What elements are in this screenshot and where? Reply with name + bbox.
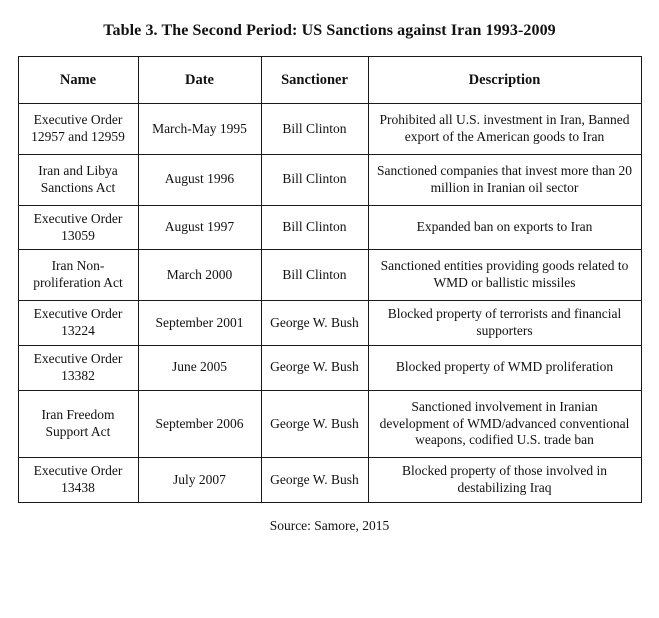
cell-description: Expanded ban on exports to Iran: [367, 204, 642, 251]
cell-sanctioner: Bill Clinton: [260, 153, 369, 206]
cell-description: Blocked property of terrorists and finan…: [367, 300, 642, 346]
table-row: Executive Order 13382 June 2005 George W…: [17, 344, 642, 391]
cell-description: Blocked property of WMD proliferation: [367, 344, 642, 391]
header-sanctioner: Sanctioner: [260, 55, 369, 105]
cell-date: September 2001: [137, 300, 262, 346]
cell-sanctioner: George W. Bush: [260, 344, 369, 391]
cell-date: March 2000: [137, 249, 262, 302]
cell-description: Prohibited all U.S. investment in Iran, …: [367, 103, 642, 155]
cell-date: September 2006: [137, 389, 262, 459]
table-row: Executive Order 12957 and 12959 March-Ma…: [17, 103, 642, 155]
cell-name: Iran Freedom Support Act: [17, 389, 139, 459]
table-row: Iran and Libya Sanctions Act August 1996…: [17, 153, 642, 206]
cell-sanctioner: George W. Bush: [260, 300, 369, 346]
cell-sanctioner: George W. Bush: [260, 457, 369, 503]
table-row: Iran Non-proliferation Act March 2000 Bi…: [17, 249, 642, 302]
cell-sanctioner: Bill Clinton: [260, 249, 369, 302]
cell-description: Sanctioned entities providing goods rela…: [367, 249, 642, 302]
cell-sanctioner: George W. Bush: [260, 389, 369, 459]
header-name: Name: [17, 55, 139, 105]
cell-description: Blocked property of those involved in de…: [367, 457, 642, 503]
cell-date: June 2005: [137, 344, 262, 391]
cell-sanctioner: Bill Clinton: [260, 103, 369, 155]
table-row: Executive Order 13224 September 2001 Geo…: [17, 300, 642, 346]
sanctions-table: Name Date Sanctioner Description Executi…: [17, 55, 642, 503]
table-row: Iran Freedom Support Act September 2006 …: [17, 389, 642, 459]
header-row: Name Date Sanctioner Description: [17, 55, 642, 105]
cell-sanctioner: Bill Clinton: [260, 204, 369, 251]
header-description: Description: [367, 55, 642, 105]
cell-name: Executive Order 12957 and 12959: [17, 103, 139, 155]
cell-name: Executive Order 13224: [17, 300, 139, 346]
table-row: Executive Order 13059 August 1997 Bill C…: [17, 204, 642, 251]
cell-description: Sanctioned involvement in Iranian develo…: [367, 389, 642, 459]
cell-name: Executive Order 13382: [17, 344, 139, 391]
source-citation: Source: Samore, 2015: [269, 518, 390, 533]
cell-date: July 2007: [137, 457, 262, 503]
cell-name: Iran Non-proliferation Act: [17, 249, 139, 302]
cell-description: Sanctioned companies that invest more th…: [367, 153, 642, 206]
cell-date: March-May 1995: [137, 103, 262, 155]
cell-date: August 1996: [137, 153, 262, 206]
table-row: Executive Order 13438 July 2007 George W…: [17, 457, 642, 503]
cell-name: Executive Order 13438: [17, 457, 139, 503]
table-title: Table 3. The Second Period: US Sanctions…: [103, 22, 556, 39]
cell-name: Executive Order 13059: [17, 204, 139, 251]
cell-name: Iran and Libya Sanctions Act: [17, 153, 139, 206]
header-date: Date: [137, 55, 262, 105]
cell-date: August 1997: [137, 204, 262, 251]
